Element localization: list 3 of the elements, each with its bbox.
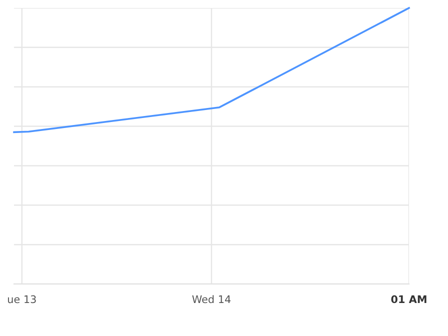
x-tick-label: Wed 14 <box>192 295 231 304</box>
x-tick-label: ue 13 <box>8 295 36 304</box>
x-tick-label: 01 AM <box>391 295 426 304</box>
